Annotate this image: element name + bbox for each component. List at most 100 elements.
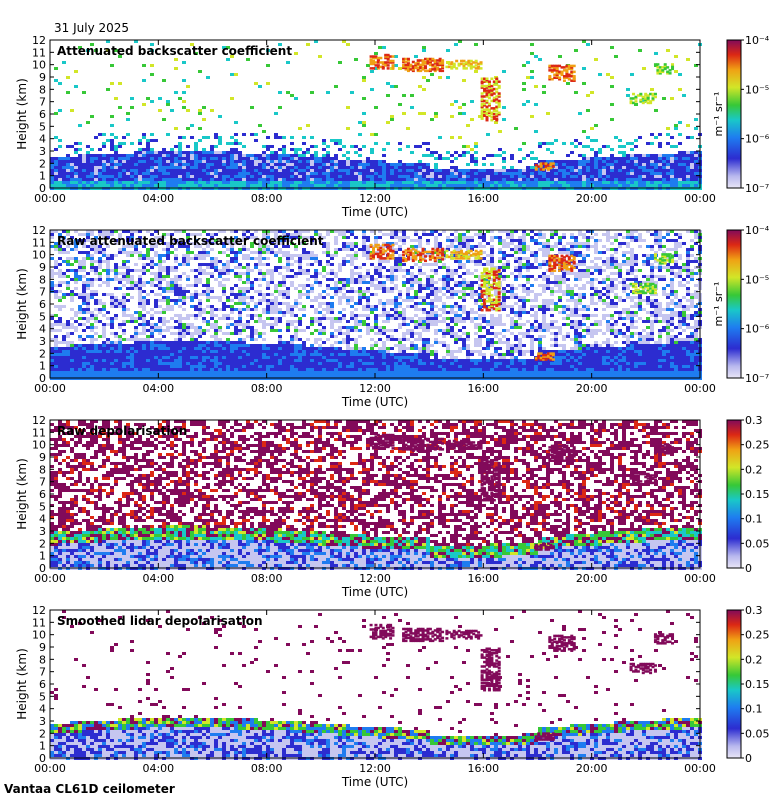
x-tick-label: 16:00 (467, 762, 499, 775)
colorbar: 10⁻⁴10⁻⁵10⁻⁶10⁻⁷m⁻¹ sr⁻¹ (712, 224, 770, 385)
colorbar-tick-label: 0.3 (745, 414, 763, 427)
x-tick-label: 08:00 (251, 382, 283, 395)
y-tick-label: 12 (32, 414, 46, 427)
y-tick-label: 11 (32, 426, 46, 439)
x-tick-label: 16:00 (467, 192, 499, 205)
y-tick-label: 5 (39, 690, 46, 703)
x-tick-label: 00:00 (34, 192, 66, 205)
colorbar-tick-label: 0.05 (745, 727, 770, 740)
x-tick-label: 08:00 (251, 762, 283, 775)
colorbar-tick-label: 0.1 (745, 513, 763, 526)
y-tick-label: 5 (39, 120, 46, 133)
y-tick-label: 4 (39, 513, 46, 526)
x-tick-label: 12:00 (359, 762, 391, 775)
y-tick-label: 9 (39, 71, 46, 84)
x-tick-label: 00:00 (34, 382, 66, 395)
x-tick-label: 00:00 (684, 382, 716, 395)
x-tick-label: 20:00 (576, 192, 608, 205)
x-tick-label: 00:00 (34, 572, 66, 585)
y-tick-label: 10 (32, 59, 46, 72)
colorbar-gradient (727, 420, 741, 568)
y-tick-label: 8 (39, 653, 46, 666)
x-tick-label: 20:00 (576, 762, 608, 775)
colorbar-tick-label: 0 (745, 562, 752, 575)
y-tick-label: 4 (39, 133, 46, 146)
x-tick-label: 00:00 (684, 572, 716, 585)
y-tick-label: 9 (39, 261, 46, 274)
y-tick-label: 1 (39, 360, 46, 373)
y-tick-label: 7 (39, 666, 46, 679)
colorbar-tick-label: 0.2 (745, 463, 763, 476)
colorbar-tick-label: 0.25 (745, 629, 770, 642)
colorbar-tick-label: 0.25 (745, 439, 770, 452)
colorbar-gradient (727, 40, 741, 188)
y-tick-label: 3 (39, 145, 46, 158)
y-axis-label: Height (km) (15, 78, 29, 149)
y-tick-label: 7 (39, 476, 46, 489)
y-tick-label: 12 (32, 224, 46, 237)
x-tick-label: 00:00 (684, 762, 716, 775)
panel-title: Attenuated backscatter coefficient (57, 44, 292, 58)
x-tick-label: 04:00 (142, 572, 174, 585)
colorbar-gradient (727, 610, 741, 758)
colorbar-tick-label: 0.05 (745, 537, 770, 550)
y-tick-label: 2 (39, 537, 46, 550)
colorbar-tick-label: 10⁻⁵ (745, 273, 769, 286)
colorbar-gradient (727, 230, 741, 378)
y-tick-label: 6 (39, 488, 46, 501)
x-axis-label: Time (UTC) (341, 775, 408, 789)
y-tick-label: 11 (32, 46, 46, 59)
colorbar-tick-label: 0.2 (745, 653, 763, 666)
panel-title: Raw depolarisation (57, 424, 187, 438)
x-tick-label: 12:00 (359, 382, 391, 395)
colorbar: 0.30.250.20.150.10.050 (727, 604, 770, 765)
y-tick-label: 6 (39, 298, 46, 311)
x-tick-label: 16:00 (467, 572, 499, 585)
y-tick-label: 10 (32, 249, 46, 262)
panel-title: Raw attenuated backscatter coefficient (57, 234, 324, 248)
y-tick-label: 2 (39, 347, 46, 360)
x-tick-label: 04:00 (142, 192, 174, 205)
x-tick-label: 20:00 (576, 572, 608, 585)
x-tick-label: 12:00 (359, 192, 391, 205)
panel-title: Smoothed lidar depolarisation (57, 614, 263, 628)
y-axis-label: Height (km) (15, 458, 29, 529)
colorbar-unit-label: m⁻¹ sr⁻¹ (712, 92, 725, 137)
colorbar-unit-label: m⁻¹ sr⁻¹ (712, 282, 725, 327)
y-tick-label: 8 (39, 273, 46, 286)
y-tick-label: 8 (39, 463, 46, 476)
colorbar-tick-label: 10⁻⁶ (745, 133, 770, 146)
y-tick-label: 1 (39, 550, 46, 563)
y-tick-label: 4 (39, 323, 46, 336)
x-tick-label: 00:00 (684, 192, 716, 205)
colorbar-tick-label: 10⁻⁶ (745, 323, 770, 336)
y-tick-label: 2 (39, 157, 46, 170)
y-tick-label: 3 (39, 715, 46, 728)
x-tick-label: 04:00 (142, 382, 174, 395)
y-tick-label: 4 (39, 703, 46, 716)
y-tick-label: 12 (32, 34, 46, 47)
colorbar-tick-label: 0 (745, 752, 752, 765)
x-tick-label: 08:00 (251, 572, 283, 585)
y-tick-label: 3 (39, 335, 46, 348)
y-tick-label: 10 (32, 439, 46, 452)
colorbar-tick-label: 0.15 (745, 678, 770, 691)
y-tick-label: 7 (39, 96, 46, 109)
x-axis-label: Time (UTC) (341, 585, 408, 599)
y-tick-label: 8 (39, 83, 46, 96)
colorbar-tick-label: 10⁻⁵ (745, 83, 769, 96)
x-tick-label: 20:00 (576, 382, 608, 395)
y-tick-label: 7 (39, 286, 46, 299)
y-tick-label: 6 (39, 678, 46, 691)
y-tick-label: 5 (39, 310, 46, 323)
y-axis-label: Height (km) (15, 268, 29, 339)
x-tick-label: 08:00 (251, 192, 283, 205)
date-label: 31 July 2025 (54, 21, 129, 35)
colorbar-tick-label: 0.1 (745, 703, 763, 716)
y-tick-label: 1 (39, 170, 46, 183)
